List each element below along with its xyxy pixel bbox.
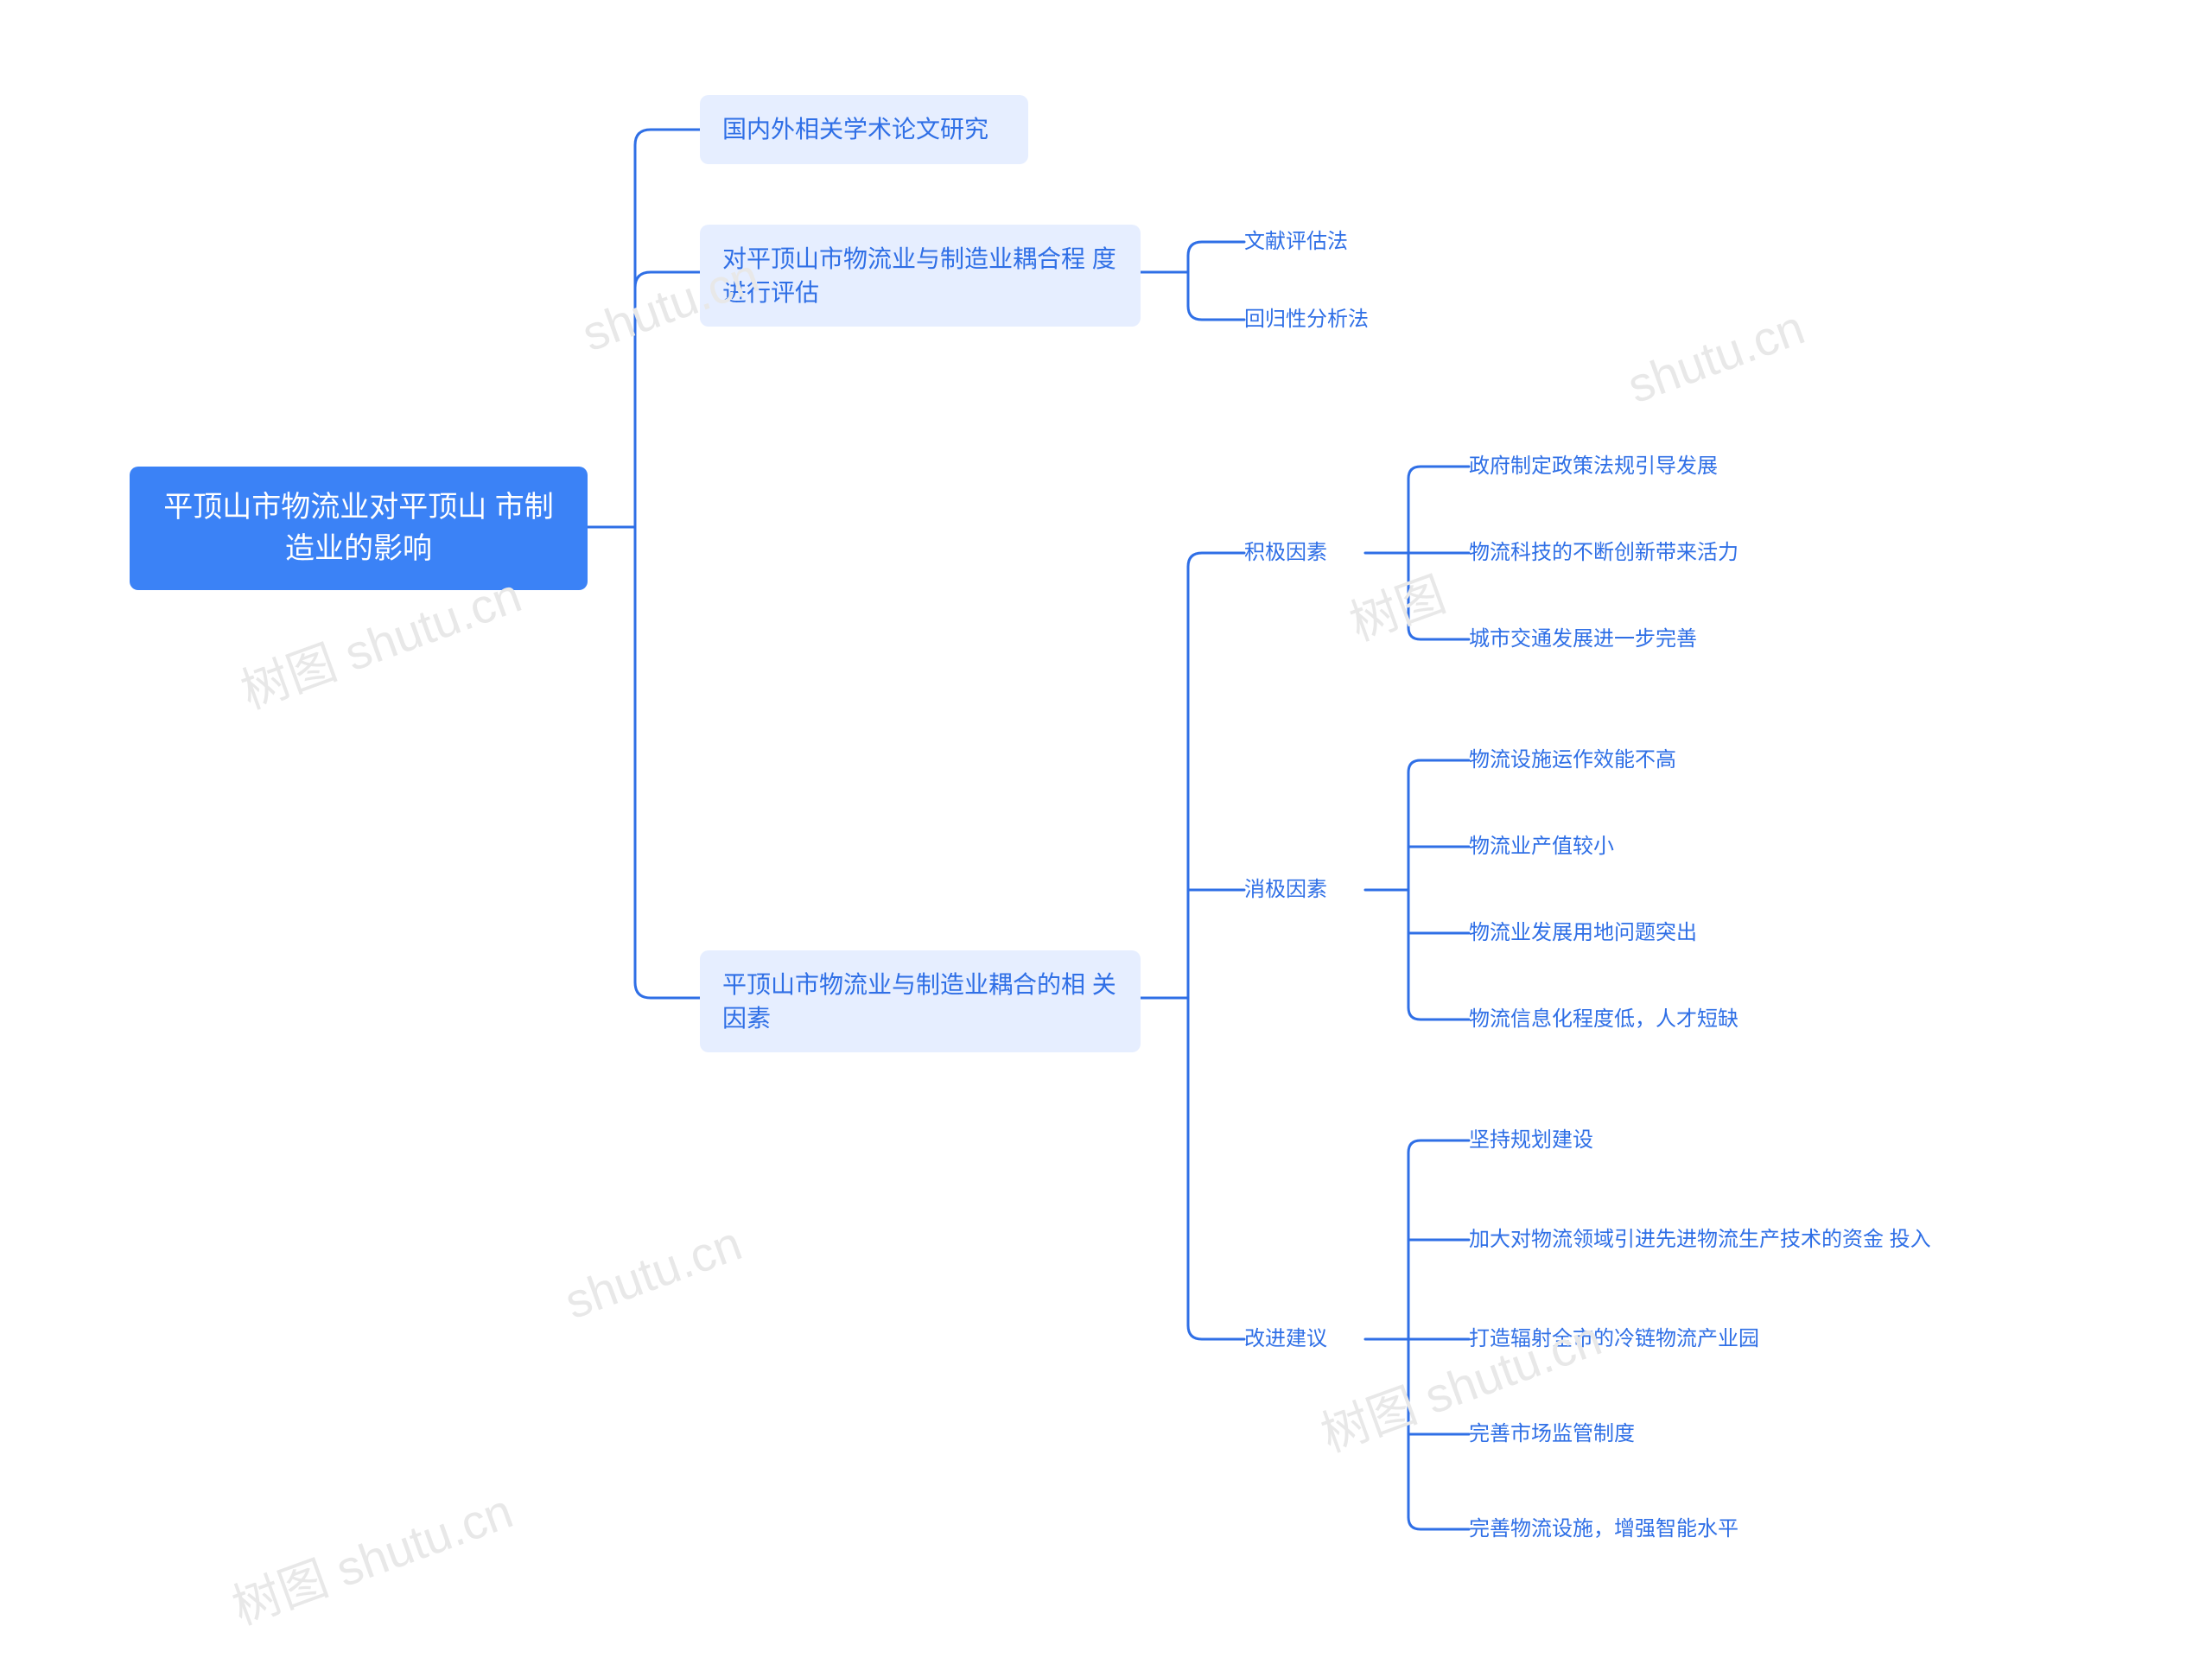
sub-node: 改进建议 [1244, 1322, 1365, 1356]
leaf-node: 打造辐射全市的冷链物流产业园 [1469, 1322, 1849, 1356]
branch-node: 对平顶山市物流业与制造业耦合程 度进行评估 [700, 225, 1141, 327]
leaf-node: 物流业发展用地问题突出 [1469, 916, 1797, 950]
leaf-node: 政府制定政策法规引导发展 [1469, 449, 1815, 484]
sub-node: 回归性分析法 [1244, 302, 1417, 337]
leaf-node: 完善物流设施，增强智能水平 [1469, 1512, 1832, 1547]
root-node: 平顶山市物流业对平顶山 市制造业的影响 [130, 467, 588, 590]
mindmap-canvas: 平顶山市物流业对平顶山 市制造业的影响 国内外相关学术论文研究对平顶山市物流业与制… [0, 0, 2212, 1658]
leaf-node: 加大对物流领域引进先进物流生产技术的资金 投入 [1469, 1210, 1953, 1270]
leaf-node: 物流科技的不断创新带来活力 [1469, 536, 1832, 570]
sub-node: 积极因素 [1244, 536, 1365, 570]
leaf-node: 坚持规划建设 [1469, 1123, 1676, 1158]
leaf-node: 完善市场监管制度 [1469, 1417, 1728, 1452]
leaf-node: 物流信息化程度低，人才短缺 [1469, 1002, 1832, 1037]
leaf-node: 物流设施运作效能不高 [1469, 743, 1780, 778]
leaf-node: 城市交通发展进一步完善 [1469, 622, 1797, 657]
watermark: 树图 [1339, 556, 1454, 654]
sub-node: 文献评估法 [1244, 225, 1417, 259]
leaf-node: 物流业产值较小 [1469, 829, 1694, 864]
branch-node: 平顶山市物流业与制造业耦合的相 关因素 [700, 950, 1141, 1052]
watermark: shutu.cn [1620, 299, 1811, 414]
watermark: shutu.cn [557, 1215, 748, 1330]
watermark: 树图 shutu.cn [221, 1472, 521, 1638]
branch-node: 国内外相关学术论文研究 [700, 95, 1028, 164]
sub-node: 消极因素 [1244, 873, 1365, 907]
